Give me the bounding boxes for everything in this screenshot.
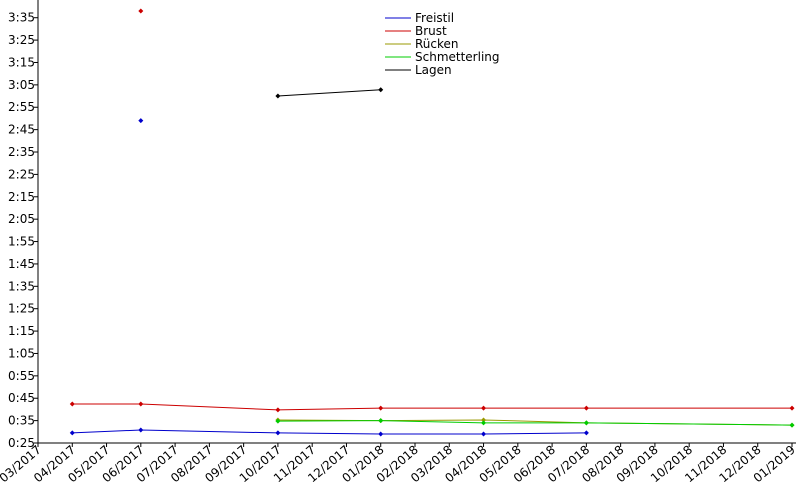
- y-tick-label: 1:35: [8, 279, 35, 293]
- point: [378, 87, 384, 93]
- series-line: [277, 89, 381, 97]
- point: [481, 405, 487, 411]
- point: [138, 401, 144, 407]
- y-tick-label: 3:35: [8, 11, 35, 25]
- point: [275, 418, 281, 424]
- point: [378, 405, 384, 411]
- y-tick-label: 2:55: [8, 100, 35, 114]
- point: [378, 431, 384, 437]
- legend-label: Schmetterling: [415, 50, 500, 64]
- point: [275, 430, 281, 436]
- y-tick-label: 2:35: [8, 145, 35, 159]
- y-tick-label: 0:35: [8, 414, 35, 428]
- point: [481, 431, 487, 437]
- series-line: [72, 121, 586, 434]
- y-tick-label: 1:25: [8, 302, 35, 316]
- point: [583, 430, 589, 436]
- point: [583, 420, 589, 426]
- y-tick-label: 0:55: [8, 369, 35, 383]
- point: [481, 417, 487, 423]
- y-tick-label: 1:05: [8, 346, 35, 360]
- point: [69, 401, 75, 407]
- point: [481, 420, 487, 426]
- y-tick-label: 0:45: [8, 391, 35, 405]
- point: [138, 427, 144, 433]
- y-tick-label: 1:15: [8, 324, 35, 338]
- y-tick-label: 2:25: [8, 167, 35, 181]
- point: [583, 405, 589, 411]
- y-tick-label: 2:05: [8, 212, 35, 226]
- y-tick-label: 3:15: [8, 55, 35, 69]
- y-tick-label: 0:25: [8, 436, 35, 450]
- point: [378, 418, 384, 424]
- y-tick-label: 3:25: [8, 33, 35, 47]
- legend-label: Rücken: [415, 37, 459, 51]
- point: [138, 118, 144, 124]
- y-tick-label: 3:05: [8, 78, 35, 92]
- point: [275, 93, 281, 99]
- point: [69, 430, 75, 436]
- point: [789, 422, 795, 428]
- point: [275, 407, 281, 413]
- point: [138, 8, 144, 14]
- point: [789, 405, 795, 411]
- y-tick-label: 2:45: [8, 123, 35, 137]
- y-tick-label: 2:15: [8, 190, 35, 204]
- y-tick-label: 1:45: [8, 257, 35, 271]
- y-tick-label: 1:55: [8, 235, 35, 249]
- legend-label: Freistil: [415, 11, 454, 25]
- legend-label: Lagen: [415, 63, 452, 77]
- legend-label: Brust: [415, 24, 447, 38]
